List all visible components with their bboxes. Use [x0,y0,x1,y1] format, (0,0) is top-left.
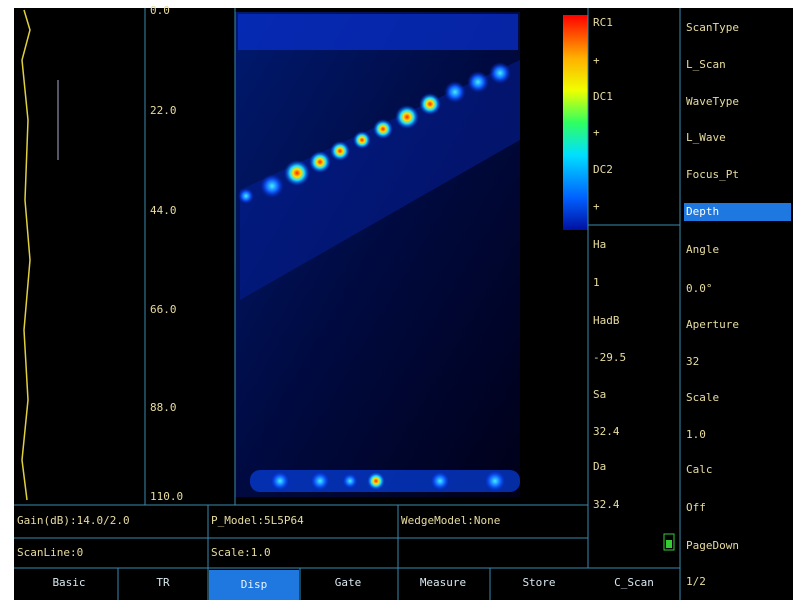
tab[interactable]: TR [118,576,208,589]
status-wedge-model: WedgeModel:None [401,514,500,528]
status-probe-model: P_Model:5L5P64 [211,514,304,528]
depth-label: 88.0 [150,401,177,415]
readout-value: 1 [593,276,600,290]
menu-label[interactable]: PageDown [686,539,739,553]
frame [0,0,793,8]
color-bar [563,15,588,230]
color-bar-label: RC1 [593,16,613,30]
menu-label[interactable]: ScanType [686,21,739,35]
tab[interactable]: Measure [398,576,488,589]
depth-label: 0.0 [150,4,170,18]
menu-label[interactable]: Angle [686,243,719,257]
readout-value: 32.4 [593,498,620,512]
depth-label: 110.0 [150,490,183,504]
menu-label[interactable]: Scale [686,391,719,405]
tab[interactable]: Gate [303,576,393,589]
tab-active[interactable]: Disp [209,570,299,600]
depth-label: 44.0 [150,204,177,218]
readout-value: -29.5 [593,351,626,365]
menu-value-selected[interactable]: Depth [684,203,791,221]
menu-label[interactable]: WaveType [686,95,739,109]
menu-label[interactable]: Calc [686,463,713,477]
frame [0,0,14,600]
color-bar-label: DC2 [593,163,613,177]
display-graphics [0,0,793,600]
menu-value[interactable]: Off [686,501,706,515]
status-gain: Gain(dB):14.0/2.0 [17,514,130,528]
menu-value[interactable]: L_Wave [686,131,726,145]
depth-label: 66.0 [150,303,177,317]
readout-label: Ha [593,238,606,252]
menu-value[interactable]: 1/2 [686,575,706,589]
color-bar-label: + [593,126,600,140]
status-scale: Scale:1.0 [211,546,271,560]
readout-label: Da [593,460,606,474]
color-bar-label: + [593,54,600,68]
tab[interactable]: Store [494,576,584,589]
battery-level [666,540,672,548]
menu-value[interactable]: 1.0 [686,428,706,442]
menu-value[interactable]: 32 [686,355,699,369]
tab[interactable]: C_Scan [589,576,679,589]
b-scan-noise [238,14,518,50]
readout-value: 32.4 [593,425,620,439]
menu-label[interactable]: Aperture [686,318,739,332]
device-screen: 0.0 22.0 44.0 66.0 88.0 110.0 RC1 + DC1 … [0,0,793,600]
depth-label: 22.0 [150,104,177,118]
menu-label[interactable]: Focus_Pt [686,168,739,182]
menu-value[interactable]: L_Scan [686,58,726,72]
readout-label: HadB [593,314,620,328]
color-bar-label: + [593,200,600,214]
readout-label: Sa [593,388,606,402]
tab[interactable]: Basic [24,576,114,589]
menu-value[interactable]: 0.0° [686,282,713,296]
color-bar-label: DC1 [593,90,613,104]
status-scan-line: ScanLine:0 [17,546,83,560]
